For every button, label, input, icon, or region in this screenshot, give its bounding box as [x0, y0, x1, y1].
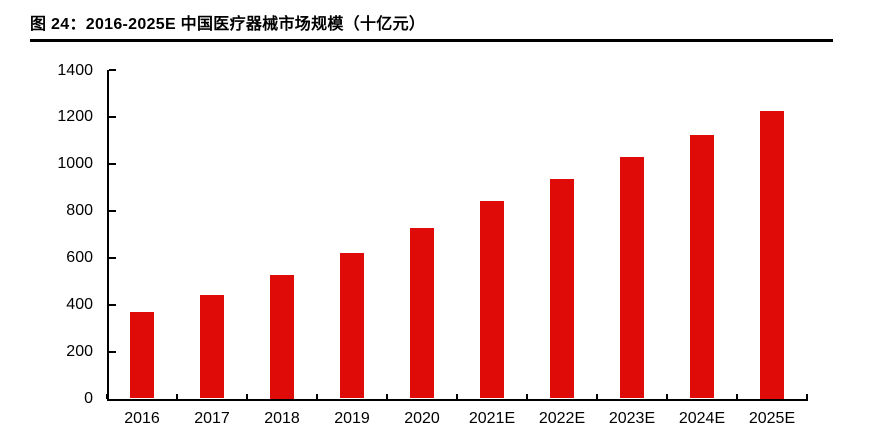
y-axis-tick-label: 400 [66, 296, 93, 314]
y-axis-tick [109, 162, 116, 165]
bar-2025E [760, 111, 784, 399]
y-axis-tick-label: 0 [84, 390, 93, 407]
x-axis-tick [456, 393, 458, 399]
x-axis-tick-label: 2019 [334, 409, 370, 427]
x-axis-tick-label: 2025E [748, 409, 796, 427]
bar-2020 [410, 228, 434, 399]
x-axis-tick-label: 2020 [404, 409, 440, 427]
bar-2018 [270, 275, 294, 399]
bar-2023E [620, 156, 644, 399]
bar-2024E [690, 134, 714, 399]
x-axis-tick-label: 2018 [264, 409, 300, 427]
x-axis-tick [106, 393, 108, 399]
x-axis-tick-label: 2023E [608, 409, 656, 427]
x-axis-tick [176, 393, 178, 399]
bar-2016 [130, 311, 154, 399]
y-axis-tick [109, 69, 116, 71]
y-axis-tick [109, 115, 116, 118]
x-axis-tick-label: 2024E [678, 409, 726, 427]
x-axis-line [107, 398, 808, 401]
bar-2017 [200, 295, 224, 399]
title-underline [30, 39, 833, 42]
x-axis-tick-label: 2016 [124, 409, 160, 427]
y-axis-tick [109, 303, 116, 306]
y-axis-tick-label: 1000 [57, 155, 93, 173]
bar-2022E [550, 179, 574, 399]
y-axis-tick-label: 1400 [57, 61, 93, 79]
y-axis-tick-label: 800 [66, 202, 93, 220]
y-axis-line [107, 70, 109, 401]
x-axis-tick-label: 2021E [468, 409, 516, 427]
x-axis-tick [526, 393, 528, 399]
y-axis-tick [109, 209, 116, 212]
figure-title: 图 24：2016-2025E 中国医疗器械市场规模（十亿元） [30, 16, 426, 33]
y-axis-tick-label: 200 [66, 343, 93, 361]
x-axis-tick [596, 393, 598, 399]
bar-2019 [340, 253, 364, 399]
x-axis-tick [736, 393, 738, 399]
x-axis-tick-label: 2022E [538, 409, 586, 427]
y-axis-tick-label: 600 [66, 249, 93, 267]
x-axis-tick [246, 393, 248, 399]
y-axis-tick [109, 256, 116, 259]
x-axis-tick-label: 2017 [194, 409, 230, 427]
y-axis-tick [109, 350, 116, 353]
bar-2021E [480, 201, 504, 399]
y-axis-tick-label: 1200 [57, 108, 93, 126]
x-axis-tick [806, 393, 808, 399]
x-axis-tick [316, 393, 318, 399]
x-axis-tick [666, 393, 668, 399]
x-axis-tick [386, 393, 388, 399]
